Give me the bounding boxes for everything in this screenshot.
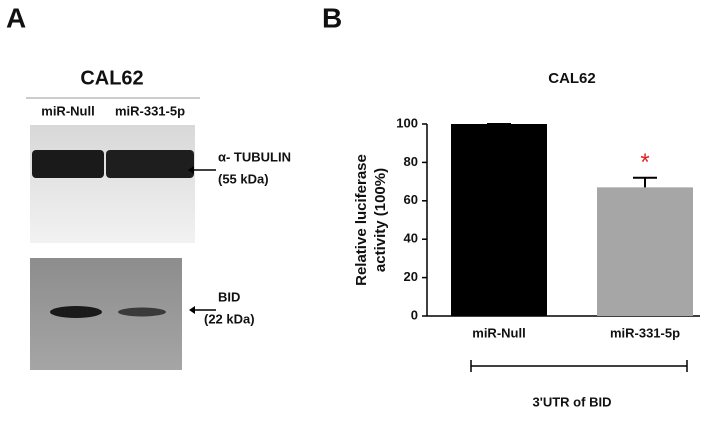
- lane-label: miR-331-5p: [115, 103, 185, 118]
- y-tick-label: 40: [404, 231, 418, 246]
- blot-label: BID: [218, 289, 240, 304]
- panel-label: B: [322, 2, 342, 33]
- band: [106, 150, 194, 178]
- band: [32, 150, 104, 178]
- bar: [597, 187, 693, 316]
- x-tick-label: miR-331-5p: [610, 325, 680, 340]
- y-tick-label: 80: [404, 154, 418, 169]
- blot-size: (55 kDa): [218, 171, 269, 186]
- chart-title: CAL62: [548, 70, 596, 87]
- band: [118, 307, 166, 317]
- x-tick-label: miR-Null: [472, 325, 525, 340]
- y-axis-title: activity (100%): [372, 168, 389, 272]
- panel-label: A: [6, 2, 26, 33]
- significance-marker: *: [640, 149, 649, 176]
- lane-label: miR-Null: [41, 103, 94, 118]
- arrow-head: [189, 306, 195, 314]
- blot-image: [30, 125, 195, 243]
- blot-title: CAL62: [80, 67, 143, 89]
- error-bar: [633, 176, 657, 188]
- blot-label: α- TUBULIN: [218, 149, 291, 164]
- y-tick-label: 100: [396, 115, 418, 130]
- y-tick-label: 20: [404, 269, 418, 284]
- bar: [451, 124, 547, 316]
- group-bracket: [470, 360, 688, 372]
- y-tick-label: 0: [411, 307, 418, 322]
- blot-size: (22 kDa): [204, 311, 255, 326]
- group-label: 3'UTR of BID: [533, 394, 612, 409]
- arrow-head: [188, 166, 194, 174]
- y-axis-title: Relative luciferase: [353, 154, 370, 286]
- band: [50, 306, 102, 318]
- y-tick-label: 60: [404, 192, 418, 207]
